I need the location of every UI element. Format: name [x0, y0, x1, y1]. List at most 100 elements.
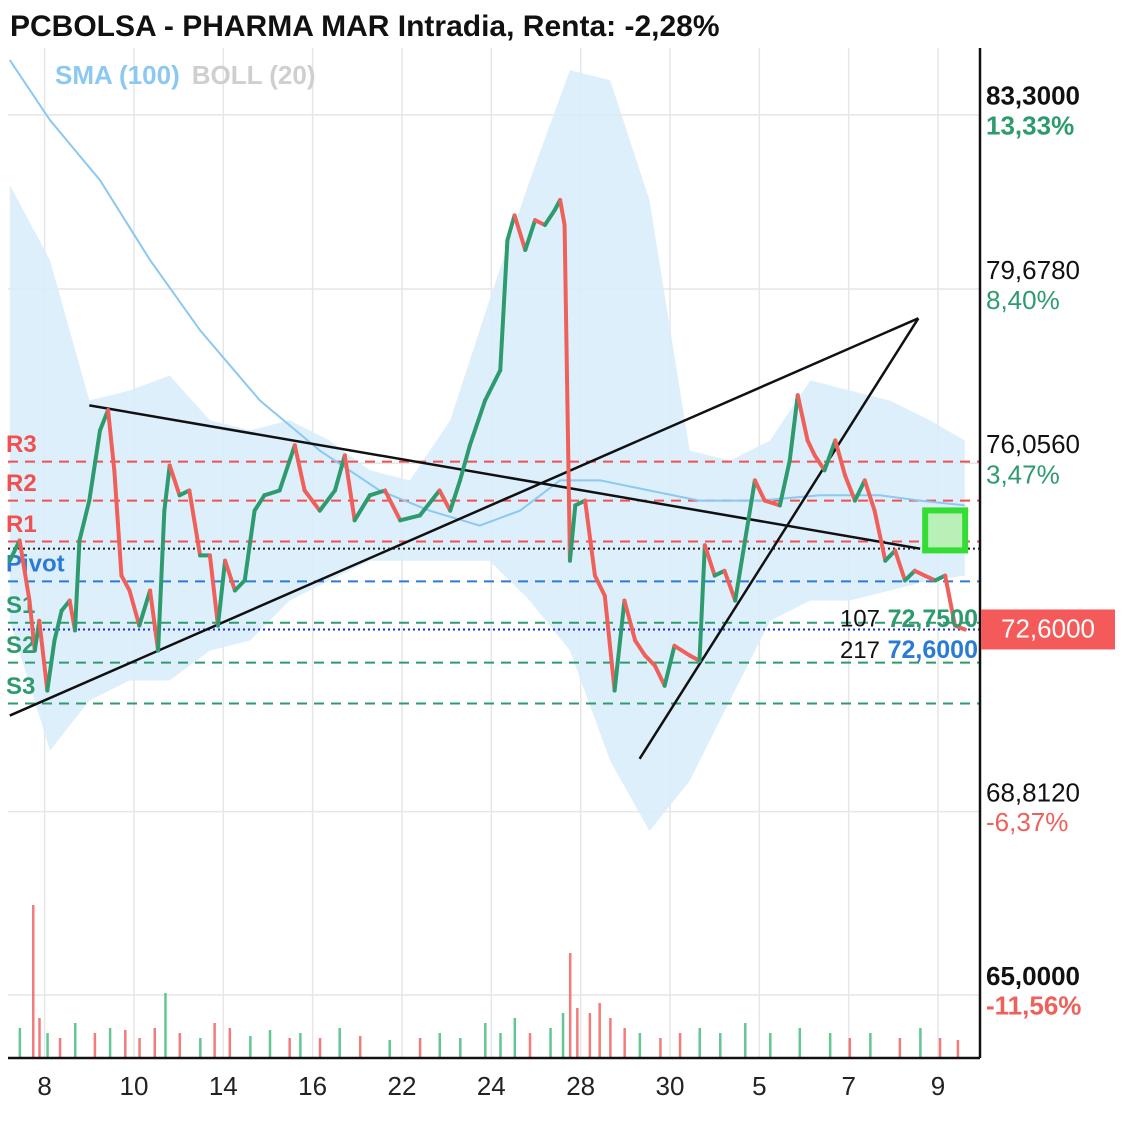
volume-bar	[484, 1023, 487, 1058]
volume-bar	[938, 1038, 942, 1058]
price-segment	[862, 478, 877, 513]
price-segment	[852, 478, 867, 503]
price-segment	[583, 498, 597, 578]
price-segment	[567, 503, 578, 563]
annotation-count: 217	[840, 637, 880, 664]
price-segment	[952, 623, 967, 632]
price-segment	[77, 498, 92, 543]
pivot-label: Pivot	[6, 551, 65, 578]
y2-tick-label: 8,40%	[986, 285, 1060, 315]
trendline	[638, 317, 920, 760]
annotation-count: 107	[840, 606, 880, 633]
price-segment	[223, 558, 237, 593]
pivot-label: R2	[6, 470, 37, 497]
price-segment	[232, 578, 247, 593]
price-segment	[805, 438, 817, 458]
price-segment	[752, 478, 767, 503]
volume-bar	[93, 1033, 97, 1058]
price-segment	[505, 213, 517, 243]
x-tick-label: 22	[388, 1071, 417, 1101]
price-segment	[317, 488, 337, 513]
price-segment	[119, 573, 132, 593]
price-segment	[743, 478, 757, 543]
price-segment	[697, 543, 707, 663]
volume-bar	[318, 1038, 322, 1058]
price-segment	[162, 463, 172, 513]
volume-bar	[228, 1028, 232, 1058]
y-tick-label: 79,6780	[986, 255, 1080, 285]
volume-bar	[124, 1030, 127, 1058]
bollinger-band	[9, 70, 965, 831]
price-segment	[45, 638, 57, 693]
volume-bar	[549, 1028, 552, 1058]
price-segment	[417, 488, 442, 518]
y-tick-label: 68,8120	[986, 778, 1080, 808]
price-segment	[902, 568, 917, 583]
price-segment	[843, 473, 857, 503]
x-tick-label: 16	[298, 1071, 327, 1101]
price-segment	[777, 458, 792, 508]
volume-bar	[898, 1038, 902, 1058]
price-segment	[592, 573, 607, 598]
volume-bar	[598, 1003, 601, 1058]
price-segment	[483, 368, 503, 403]
price-segment	[17, 538, 32, 603]
price-segment	[87, 428, 103, 503]
price-segment	[642, 653, 657, 668]
legend-entry: BOLL (20)	[192, 60, 316, 90]
price-segment	[542, 208, 557, 227]
volume-bar	[18, 1028, 22, 1058]
annotation-price: 72,7500	[888, 605, 978, 633]
volume-bar	[388, 1040, 391, 1058]
legend-entry: SMA (100)	[55, 60, 180, 90]
price-segment	[156, 508, 167, 653]
volume-bar	[213, 1023, 216, 1058]
price-segment	[512, 213, 528, 252]
price-segment	[262, 488, 282, 498]
volume-bar	[46, 1033, 49, 1058]
price-segment	[352, 493, 372, 523]
price-segment	[252, 493, 267, 513]
x-tick-label: 14	[209, 1071, 238, 1101]
price-segment	[332, 453, 347, 493]
price-segment	[883, 548, 898, 563]
last-price-label: 72,6000	[1001, 613, 1095, 643]
price-segment	[367, 488, 388, 498]
price-segment	[448, 478, 463, 513]
x-tick-label: 7	[841, 1071, 855, 1101]
price-segment	[523, 218, 538, 252]
volume-bar	[32, 905, 35, 1058]
volume-bar	[869, 1033, 872, 1058]
volume-bar	[499, 1033, 502, 1058]
x-tick-label: 9	[931, 1071, 945, 1101]
volume-bar	[288, 1038, 291, 1058]
price-segment	[498, 238, 510, 373]
volume-bar	[638, 1033, 642, 1058]
price-segment	[437, 488, 453, 513]
price-segment	[52, 608, 64, 643]
chart-title: PCBOLSA - PHARMA MAR Intradia, Renta: -2…	[10, 10, 720, 43]
last-price-tag	[981, 609, 1115, 650]
price-segment	[73, 538, 82, 633]
x-tick-label: 24	[477, 1071, 506, 1101]
price-segment	[652, 663, 667, 688]
signal-marker	[922, 507, 969, 554]
volume-bar	[798, 1028, 802, 1058]
price-segment	[872, 508, 888, 563]
volume-bar	[848, 1038, 852, 1058]
annotation-price: 72,6000	[888, 636, 978, 664]
price-segment	[187, 488, 203, 558]
price-segment	[795, 393, 810, 443]
x-tick-label: 5	[752, 1071, 766, 1101]
y2-tick-label: 3,47%	[986, 459, 1060, 489]
volume-bar	[38, 1018, 41, 1058]
price-segment	[242, 508, 257, 583]
price-segment	[612, 598, 627, 693]
price-segment	[167, 463, 182, 498]
x-tick-label: 8	[37, 1071, 51, 1101]
trendline	[9, 317, 919, 717]
price-segment	[733, 538, 748, 603]
volume-bar	[744, 1023, 747, 1058]
price-segment	[893, 548, 907, 583]
